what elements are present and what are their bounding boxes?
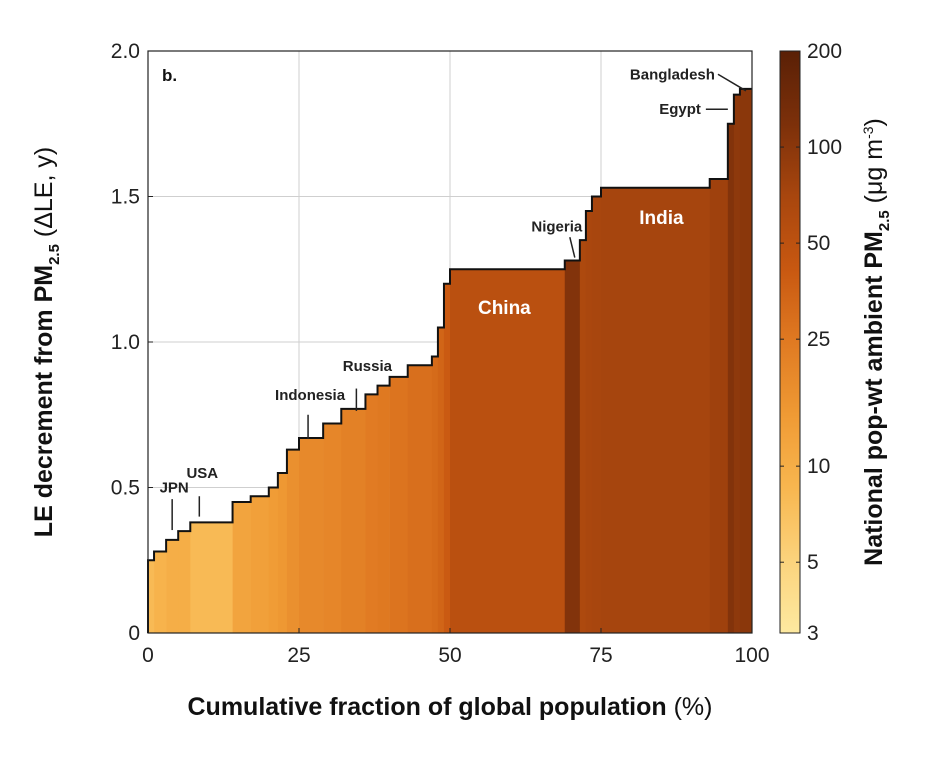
data-bar xyxy=(250,496,270,633)
data-bar xyxy=(286,449,300,633)
data-bar xyxy=(585,211,593,634)
x-axis-title: Cumulative fraction of global population… xyxy=(188,693,713,721)
x-tick-label: 100 xyxy=(734,644,769,667)
plot-area: 0 25 50 75 100 0 0.5 1.0 1.5 2.0 b. Cumulative frac… xyxy=(30,40,770,721)
colorbar-tick-label: 25 xyxy=(807,328,830,351)
data-bar xyxy=(564,260,581,633)
annotation-label: Nigeria xyxy=(531,218,583,235)
data-bar xyxy=(154,551,167,633)
data-bar xyxy=(323,423,342,633)
data-bar xyxy=(431,356,439,633)
y-tick-label: 0 xyxy=(128,622,140,645)
colorbar-title-unit-close: ) xyxy=(860,118,888,126)
data-bar xyxy=(407,365,433,633)
colorbar-tick-label: 10 xyxy=(807,455,830,478)
envelope-line xyxy=(147,87,752,633)
data-bar xyxy=(365,394,378,633)
annotation-label: India xyxy=(639,208,684,229)
y-axis-title-unit: (ΔLE, y) xyxy=(30,147,58,244)
data-bar xyxy=(341,408,366,633)
colorbar-title-subscript: 2.5 xyxy=(876,210,893,231)
colorbar-tick-label: 50 xyxy=(807,232,830,255)
y-tick-label: 0.5 xyxy=(111,477,140,500)
data-bar xyxy=(443,283,451,633)
x-tick-label: 75 xyxy=(589,644,612,667)
colorbar-title-superscript: -3 xyxy=(860,126,876,139)
y-tick-label: 1.0 xyxy=(111,331,140,354)
data-bar xyxy=(450,269,566,633)
colorbar: 3 5 10 25 50 100 200 National pop-wt ambient PM… xyxy=(779,40,893,645)
colorbar-tick-label: 100 xyxy=(807,136,842,159)
colorbar-title: National pop-wt ambient PM2.5 (μg m-3) xyxy=(860,118,893,566)
data-bar xyxy=(733,94,741,633)
data-bar xyxy=(166,539,179,633)
data-bar xyxy=(389,376,409,633)
data-bar xyxy=(377,385,390,633)
data-bar xyxy=(178,531,191,633)
colorbar-gradient xyxy=(779,50,801,634)
x-axis-title-main: Cumulative fraction of global population xyxy=(188,693,674,721)
y-axis-title-subscript: 2.5 xyxy=(46,244,63,265)
annotation-leader xyxy=(717,73,747,92)
annotation-label: Indonesia xyxy=(275,387,346,404)
x-tick-label: 50 xyxy=(438,644,461,667)
data-bar xyxy=(437,327,445,633)
annotation-label: Egypt xyxy=(659,101,701,118)
y-tick-label: 1.5 xyxy=(111,186,140,209)
colorbar-tick-label: 5 xyxy=(807,551,819,574)
annotation-label: USA xyxy=(186,465,218,482)
data-bar xyxy=(579,240,587,633)
colorbar-tick-label: 200 xyxy=(807,40,842,63)
data-bar xyxy=(601,187,711,633)
data-bar xyxy=(277,472,288,633)
data-bar xyxy=(727,123,735,633)
y-tick-label: 2.0 xyxy=(111,40,140,63)
annotation-leader xyxy=(569,237,576,258)
data-bar xyxy=(148,560,155,633)
data-bar xyxy=(268,487,279,633)
annotation-label: Russia xyxy=(343,358,393,375)
annotation-label: China xyxy=(478,298,531,319)
data-bar xyxy=(591,196,602,633)
y-axis-title: LE decrement from PM2.5 (ΔLE, y) xyxy=(30,147,63,537)
colorbar-title-main: National pop-wt ambient PM xyxy=(860,231,888,566)
colorbar-tick-label: 3 xyxy=(807,622,819,645)
x-axis-title-unit: (%) xyxy=(674,693,713,721)
panel-label: b. xyxy=(162,66,177,85)
annotation-label: JPN xyxy=(160,480,189,497)
x-tick-label: 25 xyxy=(287,644,310,667)
data-bar xyxy=(232,502,251,633)
annotation-label: Bangladesh xyxy=(630,66,715,83)
x-tick-label: 0 xyxy=(142,644,154,667)
data-bar xyxy=(739,88,753,633)
data-bar xyxy=(299,438,324,633)
colorbar-title-unit: (μg m xyxy=(860,139,888,210)
data-bar xyxy=(190,522,233,633)
data-bar xyxy=(709,179,729,634)
y-axis-title-main: LE decrement from PM xyxy=(30,265,58,537)
